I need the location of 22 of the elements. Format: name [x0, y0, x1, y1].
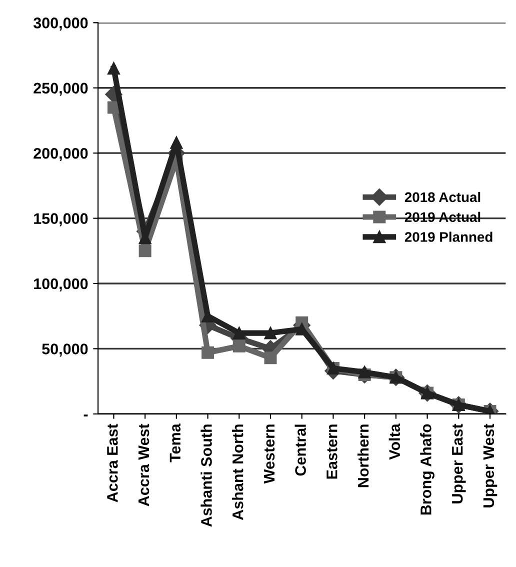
x-tick-label: Eastern — [326, 424, 338, 479]
x-tick-label: Volta — [388, 424, 400, 460]
x-tick-label: Tema — [170, 424, 181, 462]
x-tick-label: Western — [264, 424, 275, 484]
y-tick-label: 250,000 — [34, 82, 88, 96]
y-tick-label: 300,000 — [33, 18, 88, 31]
y-tick-label: 150,000 — [34, 213, 88, 226]
x-tick-label: Accra West — [138, 424, 150, 506]
x-tick-label: Ashant North — [232, 424, 244, 520]
x-tick-label: Northern — [357, 424, 369, 488]
y-tick-label: 50,000 — [42, 344, 88, 357]
x-tick-label: Brong Ahafo — [420, 424, 434, 515]
x-tick-label: Ashanti South — [200, 424, 212, 527]
legend-label: 2018 Actual — [404, 192, 480, 202]
x-tick-label: Accra East — [107, 424, 118, 502]
y-tick-label: 200,000 — [34, 148, 88, 161]
x-tick-label: Upper East — [452, 424, 466, 504]
legend-label: 2019 Planned — [404, 232, 492, 242]
x-tick-label: Central — [294, 424, 306, 476]
x-tick-label: Upper West — [483, 424, 498, 508]
y-tick-label: - — [84, 414, 88, 416]
y-tick-label: 100,000 — [34, 278, 88, 292]
